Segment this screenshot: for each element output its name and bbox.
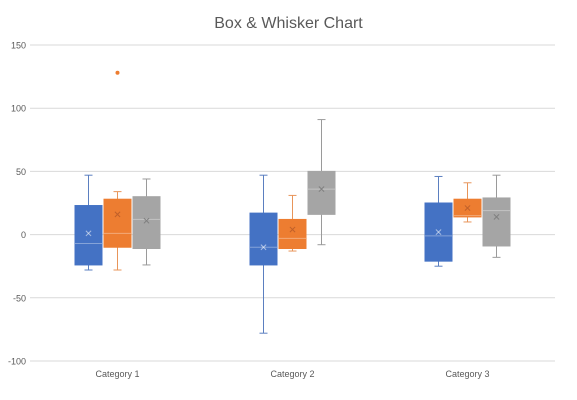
y-tick-label: -50 (13, 293, 26, 303)
y-tick-label: 50 (16, 167, 26, 177)
x-tick-label: Category 2 (270, 369, 314, 379)
mean-marker (114, 211, 121, 218)
mean-marker (143, 217, 150, 224)
x-tick-label: Category 1 (95, 369, 139, 379)
y-tick-label: 150 (11, 41, 26, 51)
box-category-1-series-1 (74, 205, 103, 266)
box-category-2-series-2 (278, 218, 307, 250)
mean-marker (289, 226, 296, 233)
box-category-1-series-2 (103, 198, 132, 248)
mean-marker (85, 230, 92, 237)
mean-marker (260, 244, 267, 251)
box-category-3-series-3 (482, 197, 511, 247)
mean-marker (435, 229, 442, 236)
box-category-3-series-1 (424, 202, 453, 262)
y-tick-label: 100 (11, 104, 26, 114)
chart-title: Box & Whisker Chart (214, 15, 363, 32)
box-category-1-series-3 (132, 196, 161, 250)
mean-marker (318, 186, 325, 193)
box-category-2-series-1 (249, 212, 278, 266)
y-tick-label: 0 (21, 230, 26, 240)
x-tick-label: Category 3 (445, 369, 489, 379)
mean-marker (493, 213, 500, 220)
outlier-point (115, 70, 120, 75)
y-tick-label: -100 (8, 357, 26, 367)
mean-marker (464, 205, 471, 212)
box-category-2-series-3 (307, 170, 336, 215)
